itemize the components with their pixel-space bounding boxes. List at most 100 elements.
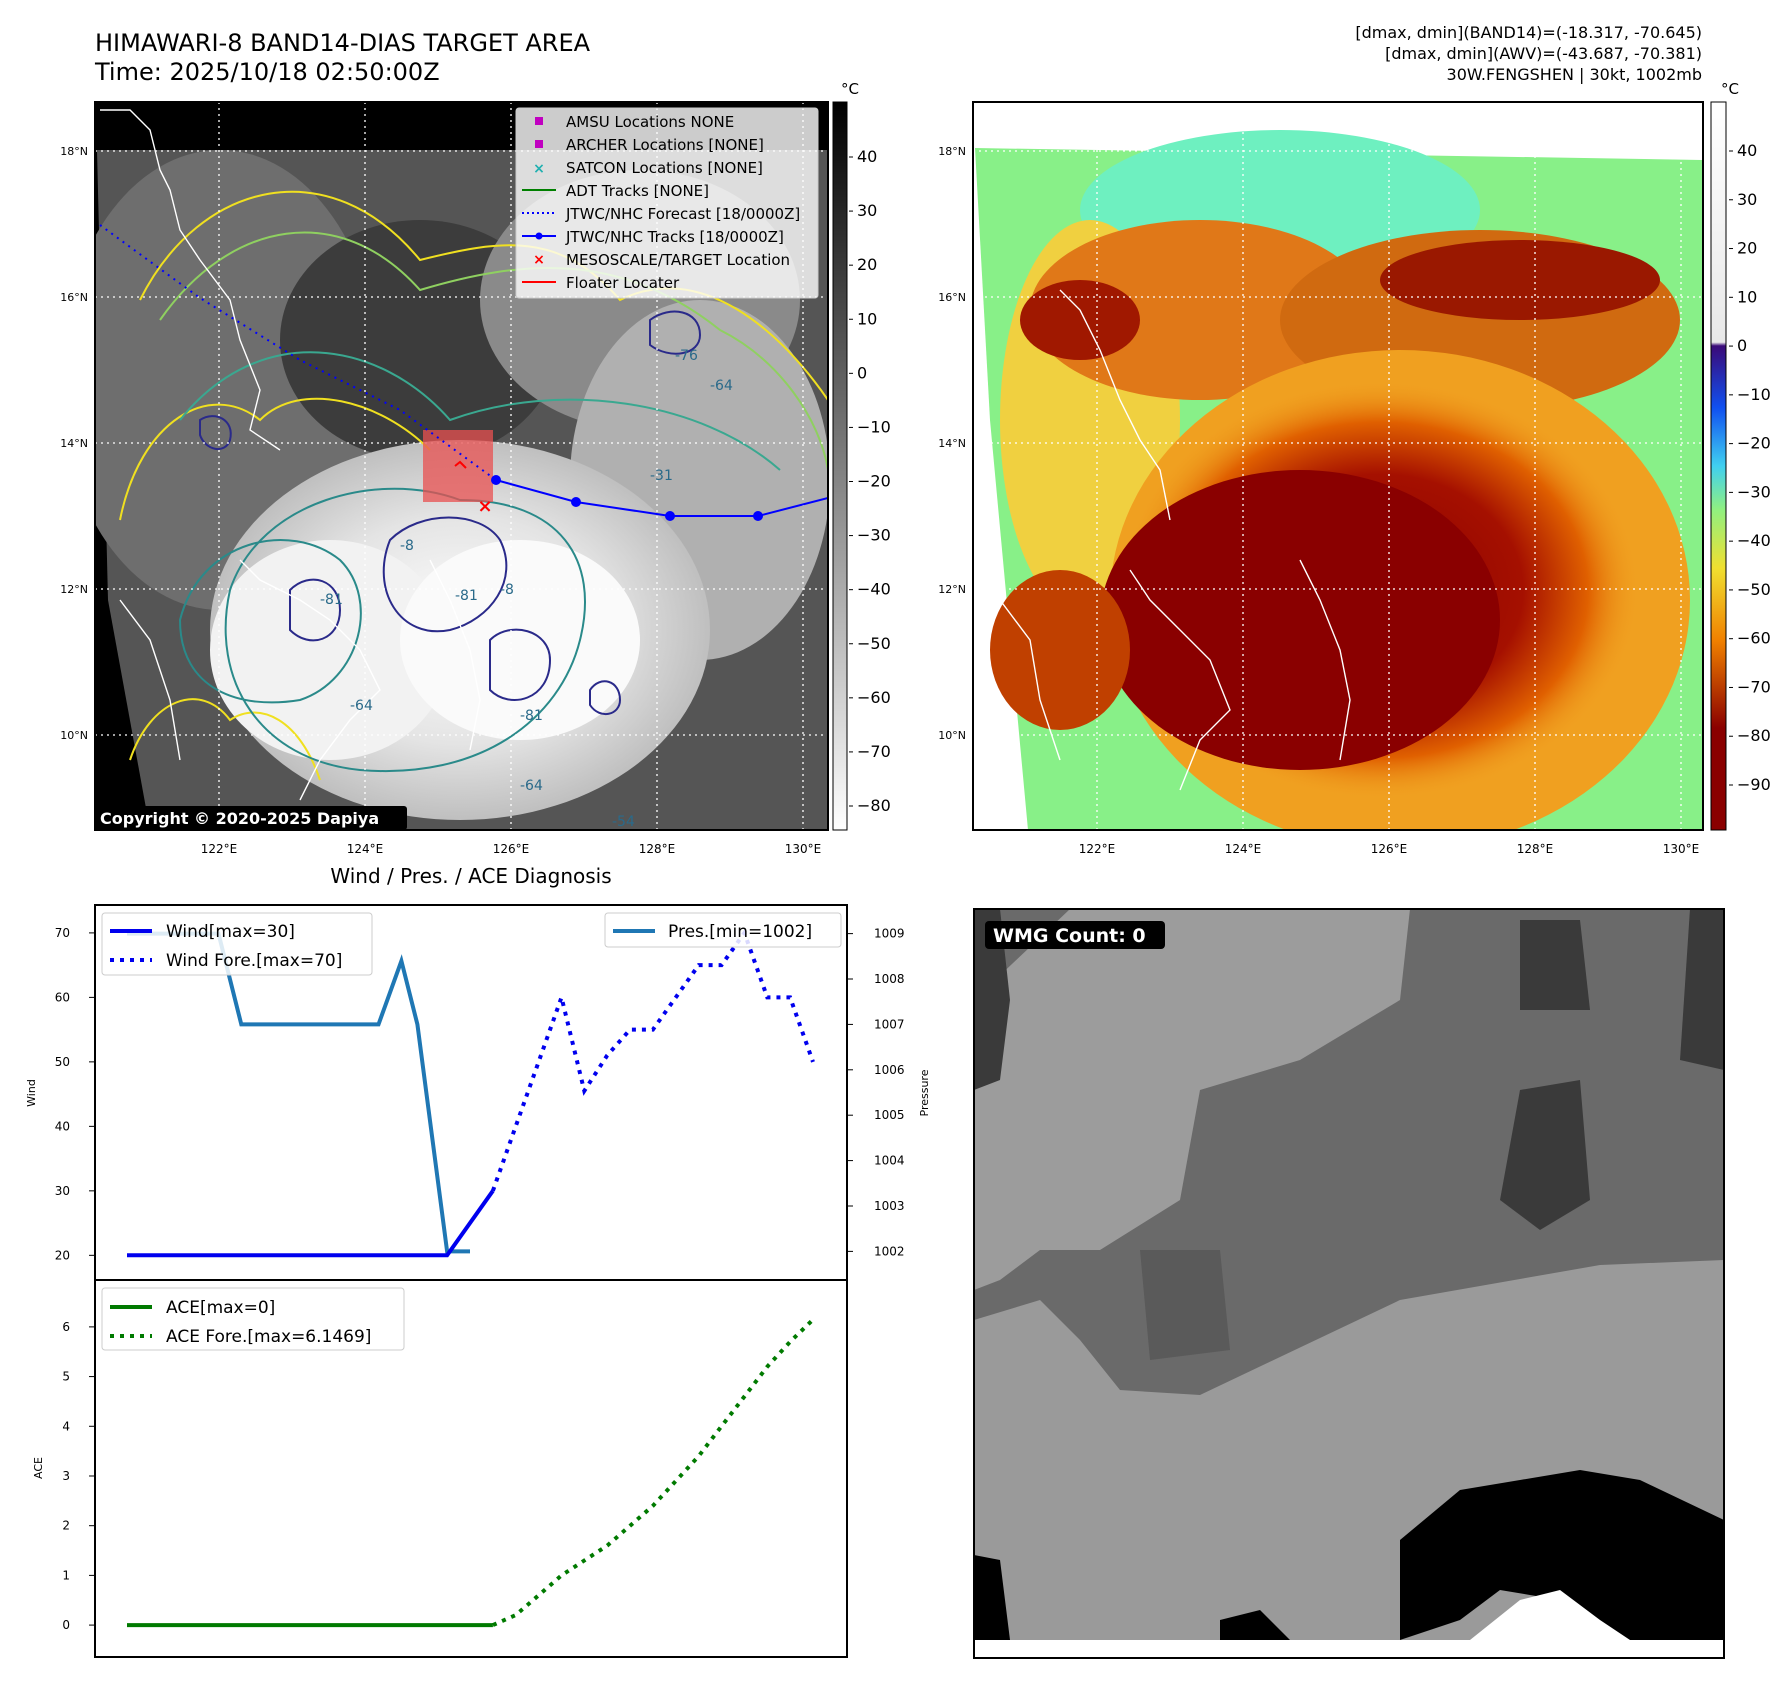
contour-label: -54 xyxy=(612,814,635,830)
wind-y-tick-label: 70 xyxy=(55,926,70,940)
awv-colorbar: °C 403020100−10−20−30−40−50−60−70−80−90 xyxy=(1711,80,1771,830)
wind-y-tick-label: 20 xyxy=(55,1248,70,1262)
figure-time: Time: 2025/10/18 02:50:00Z xyxy=(94,58,440,86)
colorbar-tick-label: 0 xyxy=(1737,336,1747,355)
colorbar-tick-label: −40 xyxy=(1737,531,1771,550)
wind-forecast-legend-label: Wind Fore.[max=70] xyxy=(166,951,342,971)
archer-legend-marker xyxy=(535,140,543,148)
colorbar-tick-label: 20 xyxy=(857,255,877,274)
legend-satcon: SATCON Locations [NONE] xyxy=(566,159,763,177)
ace-y-tick-label: 6 xyxy=(62,1320,70,1334)
pressure-legend: Pres.[min=1002] xyxy=(605,913,841,947)
pressure-y-tick-label: 1003 xyxy=(874,1199,905,1213)
lat-label: 10°N xyxy=(938,729,966,742)
lat-label: 18°N xyxy=(938,145,966,158)
wmg-panel: WMG Count: 0 xyxy=(974,909,1724,1658)
awv-map xyxy=(973,102,1703,850)
colorbar-tick-label: −70 xyxy=(857,742,891,761)
colorbar-tick-label: −80 xyxy=(1737,726,1771,745)
target-location-marker: × xyxy=(477,496,492,517)
pressure-y-tick-label: 1008 xyxy=(874,972,905,986)
pressure-axis-label: Pressure xyxy=(918,1069,931,1116)
pressure-y-tick-label: 1007 xyxy=(874,1017,905,1031)
pressure-y-tick-label: 1006 xyxy=(874,1063,905,1077)
colorbar-tick-label: −20 xyxy=(1737,434,1771,453)
pressure-y-tick-label: 1009 xyxy=(874,927,905,941)
band14-range-text: [dmax, dmin](BAND14)=(-18.317, -70.645) xyxy=(1355,23,1702,42)
colorbar-tick-label: −50 xyxy=(1737,580,1771,599)
lat-label: 16°N xyxy=(60,291,88,304)
legend-amsu: AMSU Locations NONE xyxy=(566,113,734,131)
legend-floater: Floater Locater xyxy=(566,274,680,292)
colorbar-tick-label: 10 xyxy=(1737,287,1757,306)
floater-box xyxy=(423,430,493,502)
contour-label: -81 xyxy=(320,592,343,608)
colorbar-tick-label: 30 xyxy=(1737,190,1757,209)
contour-label: -8 xyxy=(400,538,414,554)
colorbar-tick-label: 10 xyxy=(857,309,877,328)
lon-label: 130°E xyxy=(1663,842,1700,856)
satcon-legend-marker: × xyxy=(533,161,545,177)
colorbar-tick-label: −30 xyxy=(1737,482,1771,501)
ace-legend-label: ACE[max=0] xyxy=(166,1298,275,1318)
colorbar-tick-label: 20 xyxy=(1737,239,1757,258)
wind-y-tick-label: 50 xyxy=(55,1055,70,1069)
ace-chart: 0 1 2 3 4 5 6 ACE ACE[max=0] ACE Fore.[max=6.1469… xyxy=(32,1280,847,1657)
lon-label: 124°E xyxy=(1225,842,1262,856)
lat-label: 16°N xyxy=(938,291,966,304)
colorbar-tick-label: −70 xyxy=(1737,677,1771,696)
figure: HIMAWARI-8 BAND14-DIAS TARGET AREA Time:… xyxy=(0,0,1788,1690)
wind-legend: Wind[max=30] Wind Fore.[max=70] xyxy=(102,913,372,975)
ace-forecast-legend-label: ACE Fore.[max=6.1469] xyxy=(166,1327,371,1347)
colorbar-tick-label: −90 xyxy=(1737,775,1771,794)
ace-y-tick-label: 1 xyxy=(62,1568,70,1582)
band14-colorbar-unit: °C xyxy=(841,80,859,98)
target-legend-marker: × xyxy=(533,252,545,268)
contour-label: -64 xyxy=(710,378,733,394)
awv-lat-labels: 18°N 16°N 14°N 12°N 10°N xyxy=(938,145,966,742)
ace-y-tick-label: 2 xyxy=(62,1519,70,1533)
contour-label: -64 xyxy=(520,778,543,794)
legend-target: MESOSCALE/TARGET Location xyxy=(566,251,790,269)
legend-archer: ARCHER Locations [NONE] xyxy=(566,136,764,154)
awv-range-text: [dmax, dmin](AWV)=(-43.687, -70.381) xyxy=(1385,44,1702,63)
wind-y-tick-label: 60 xyxy=(55,990,70,1004)
colorbar-tick-label: −40 xyxy=(857,580,891,599)
lat-label: 12°N xyxy=(938,583,966,596)
lat-label: 14°N xyxy=(60,437,88,450)
lat-label: 14°N xyxy=(938,437,966,450)
band14-lon-labels: 122°E 124°E 126°E 128°E 130°E xyxy=(201,842,822,856)
wind-pressure-chart: 20 30 40 50 60 70 1002 1003 1004 1005 1006 1007 1008… xyxy=(25,905,931,1280)
colorbar-tick-label: −10 xyxy=(1737,385,1771,404)
colorbar-tick-label: −50 xyxy=(857,634,891,653)
lon-label: 130°E xyxy=(785,842,822,856)
lon-label: 124°E xyxy=(347,842,384,856)
ace-y-tick-label: 5 xyxy=(62,1370,70,1384)
colorbar-tick-label: −20 xyxy=(857,472,891,491)
colorbar-tick-label: −60 xyxy=(857,688,891,707)
band14-colorbar: °C 40 30 20 10 0 −10 −20 −30 −40 −50 −60 −70 −80 xyxy=(833,80,891,830)
amsu-legend-marker xyxy=(535,117,543,125)
lon-label: 128°E xyxy=(639,842,676,856)
band14-legend: × × AMSU Locations NONE ARCHER Locations… xyxy=(516,108,818,298)
colorbar-tick-label: −60 xyxy=(1737,629,1771,648)
pressure-y-tick-label: 1004 xyxy=(874,1154,905,1168)
diagnosis-title: Wind / Pres. / ACE Diagnosis xyxy=(330,864,611,888)
pressure-y-tick-label: 1002 xyxy=(874,1244,905,1258)
lon-label: 126°E xyxy=(1371,842,1408,856)
colorbar-tick-label: 0 xyxy=(857,363,867,382)
legend-tracks: JTWC/NHC Tracks [18/0000Z] xyxy=(565,228,784,246)
contour-label: -81 xyxy=(455,588,478,604)
contour-label: -64 xyxy=(350,698,373,714)
colorbar-tick-label: −80 xyxy=(857,796,891,815)
awv-lon-labels: 122°E 124°E 126°E 128°E 130°E xyxy=(1079,842,1700,856)
lat-label: 12°N xyxy=(60,583,88,596)
legend-adt: ADT Tracks [NONE] xyxy=(566,182,709,200)
figure-title: HIMAWARI-8 BAND14-DIAS TARGET AREA xyxy=(95,29,591,57)
storm-info-text: 30W.FENGSHEN | 30kt, 1002mb xyxy=(1447,65,1702,84)
colorbar-tick-label: 40 xyxy=(857,147,877,166)
lon-label: 122°E xyxy=(1079,842,1116,856)
lon-label: 128°E xyxy=(1517,842,1554,856)
pressure-y-tick-label: 1005 xyxy=(874,1108,905,1122)
ace-y-tick-label: 3 xyxy=(62,1469,70,1483)
